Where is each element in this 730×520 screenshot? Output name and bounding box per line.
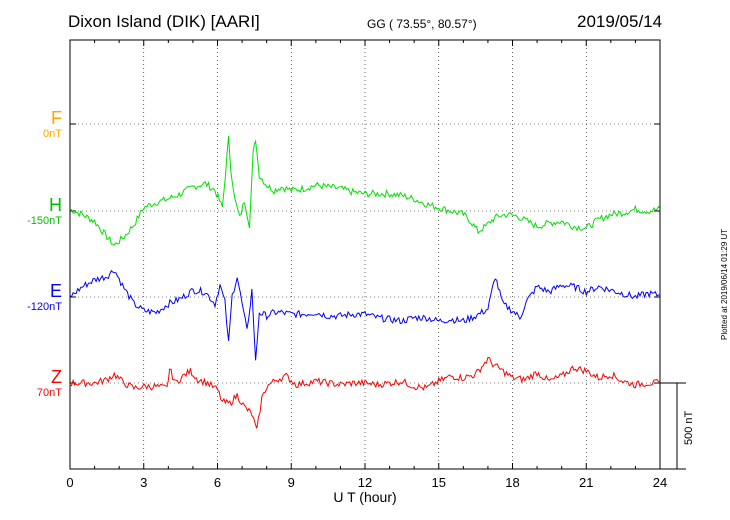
- series-name: H: [49, 195, 62, 215]
- series-line-e: [69, 269, 661, 361]
- axis-ticks: 0 3 6 9 12 15 18 21 24: [66, 40, 667, 490]
- chart-date: 2019/05/14: [577, 12, 663, 31]
- x-tick-label: 21: [579, 475, 593, 490]
- series-line-h: [69, 135, 661, 246]
- x-tick-label: 3: [140, 475, 147, 490]
- component-label-h: H -150nT: [2, 195, 62, 228]
- station-coordinates: GG ( 73.55°, 80.57°): [367, 17, 477, 31]
- series-baseline: 70nT: [36, 387, 62, 399]
- series-baseline: 0nT: [43, 128, 62, 140]
- series-baseline: -120nT: [27, 301, 62, 313]
- component-label-e: E -120nT: [2, 281, 62, 314]
- x-tick-label: 18: [505, 475, 519, 490]
- component-label-f: F 0nT: [2, 108, 62, 141]
- x-tick-label: 0: [66, 475, 73, 490]
- scale-bar-label: 500 nT: [683, 410, 695, 445]
- series-name: Z: [51, 367, 62, 387]
- grid-lines: [70, 40, 660, 469]
- plotted-timestamp: Plotted at 2019/06/14 01:29 UT: [720, 228, 729, 340]
- series-traces: [69, 135, 661, 429]
- x-tick-label: 15: [432, 475, 446, 490]
- x-tick-label: 24: [653, 475, 667, 490]
- series-name: E: [49, 281, 62, 301]
- series-name: F: [51, 108, 62, 128]
- component-label-z: Z 70nT: [2, 367, 62, 400]
- x-tick-label: 6: [214, 475, 221, 490]
- x-axis-label: U T (hour): [333, 489, 396, 505]
- series-baseline: -150nT: [27, 215, 62, 227]
- station-title: Dixon Island (DIK) [AARI]: [68, 12, 260, 31]
- series-line-z: [69, 356, 661, 429]
- x-tick-label: 9: [288, 475, 295, 490]
- scale-bar: [660, 382, 686, 470]
- x-tick-label: 12: [358, 475, 372, 490]
